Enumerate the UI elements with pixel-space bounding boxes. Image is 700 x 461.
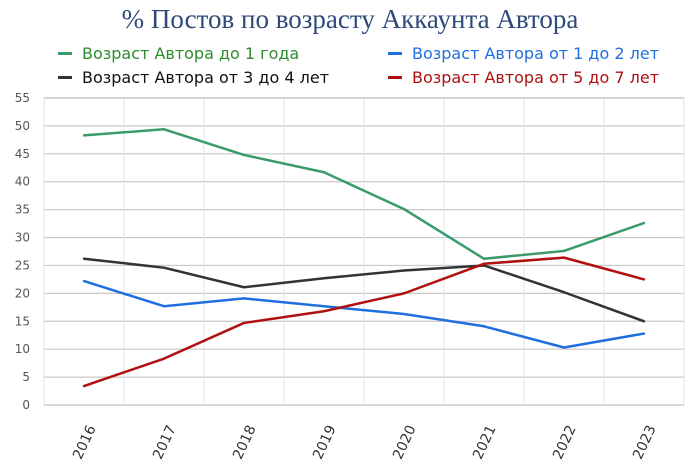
data-point [642, 320, 646, 323]
legend-swatch [58, 76, 72, 79]
data-point [82, 384, 86, 388]
data-point [162, 128, 166, 131]
data-point [82, 257, 86, 260]
x-tick-label: 2020 [390, 423, 420, 461]
data-point [322, 277, 326, 280]
x-tick-label: 2018 [230, 423, 260, 461]
legend-swatch [388, 52, 402, 55]
y-tick-label: 15 [15, 314, 30, 328]
data-point [482, 257, 486, 260]
data-point [482, 325, 486, 328]
x-tick-label: 2021 [470, 423, 500, 461]
data-point [322, 310, 326, 313]
y-tick-label: 20 [15, 286, 30, 300]
y-tick-label: 10 [15, 342, 30, 356]
data-point [162, 305, 166, 308]
legend-label: Возраст Автора от 5 до 7 лет [412, 68, 660, 87]
y-tick-label: 40 [15, 175, 30, 189]
data-point [242, 321, 246, 325]
data-point [162, 357, 166, 360]
x-tick-label: 2017 [150, 423, 180, 461]
x-tick-label: 2019 [310, 423, 340, 461]
series-line-1 [83, 279, 645, 349]
legend-label: Возраст Автора от 3 до 4 лет [82, 68, 330, 87]
data-point [562, 249, 566, 253]
data-point [82, 134, 86, 137]
data-point [642, 278, 646, 281]
series-line-0 [83, 128, 645, 261]
data-point [402, 292, 406, 295]
y-tick-label: 0 [22, 398, 30, 412]
chart-title: % Постов по возрасту Аккаунта Автора [121, 4, 579, 34]
data-point [642, 221, 646, 225]
data-point [482, 262, 486, 265]
legend-item-3-to-4-years: Возраст Автора от 3 до 4 лет [58, 68, 329, 87]
data-point [322, 171, 326, 174]
y-tick-label: 55 [15, 91, 30, 105]
legend-item-under-1-year: Возраст Автора до 1 года [58, 44, 299, 63]
data-point [562, 256, 566, 259]
series-line-2 [83, 257, 645, 323]
data-point [402, 269, 406, 272]
y-tick-label: 25 [15, 258, 30, 272]
data-point [82, 279, 86, 283]
data-point [562, 291, 566, 294]
x-tick-label: 2022 [550, 423, 580, 461]
data-point [402, 312, 406, 316]
data-point [322, 305, 326, 308]
y-tick-label: 50 [15, 119, 30, 133]
x-tick-label: 2023 [630, 423, 660, 461]
data-point [162, 266, 166, 269]
data-point [642, 332, 646, 335]
legend-swatch [58, 52, 72, 55]
data-point [242, 297, 246, 300]
x-tick-label: 2016 [70, 423, 100, 461]
legend-item-5-to-7-years: Возраст Автора от 5 до 7 лет [388, 68, 659, 87]
legend-label: Возраст Автора до 1 года [82, 44, 300, 63]
data-point [242, 286, 246, 289]
legend-item-1-to-2-years: Возраст Автора от 1 до 2 лет [388, 44, 659, 63]
y-tick-label: 5 [22, 370, 30, 384]
data-point [562, 346, 566, 349]
y-tick-label: 35 [15, 203, 30, 217]
y-tick-label: 45 [15, 147, 30, 161]
y-tick-label: 30 [15, 231, 30, 245]
legend-swatch [388, 76, 402, 79]
data-point [242, 153, 246, 157]
legend-label: Возраст Автора от 1 до 2 лет [412, 44, 660, 63]
series-line-3 [83, 256, 645, 388]
data-point [402, 207, 406, 211]
